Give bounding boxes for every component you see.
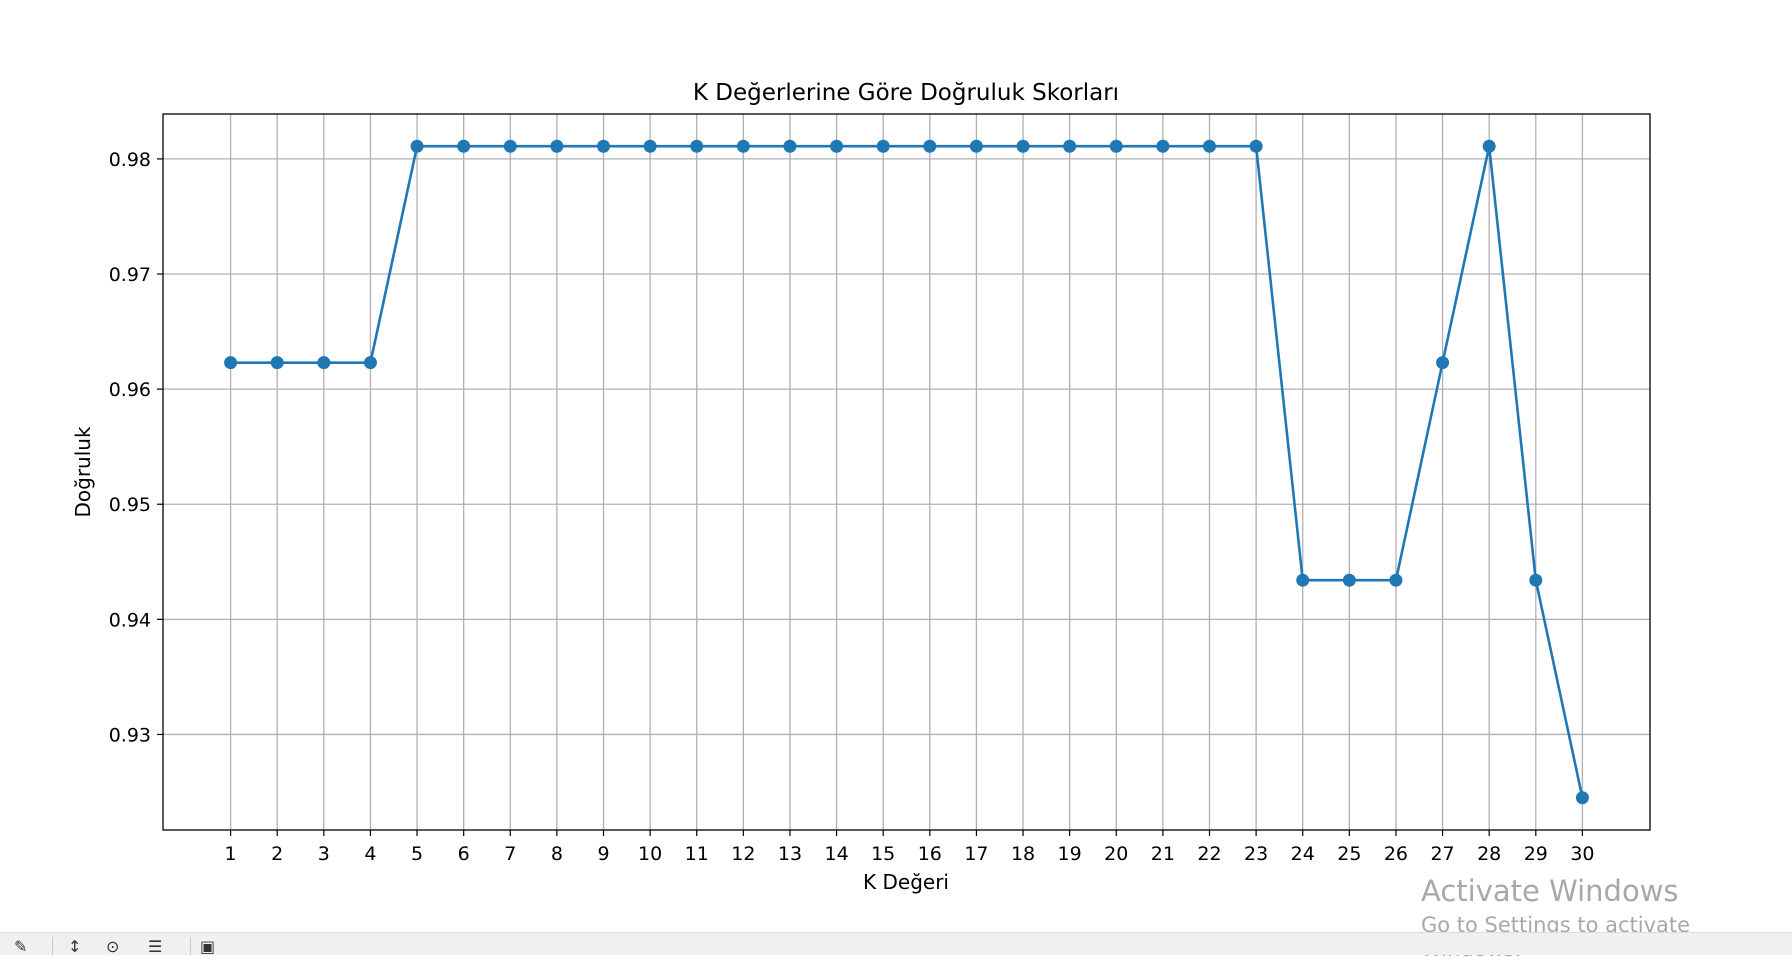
x-tick-label: 22	[1197, 843, 1221, 865]
chart-title: K Değerlerine Göre Doğruluk Skorları	[693, 80, 1119, 106]
subplots-icon[interactable]: ☰	[148, 939, 163, 955]
data-point	[876, 139, 890, 153]
data-point	[550, 139, 564, 153]
data-point	[1202, 139, 1216, 153]
data-point	[1109, 139, 1123, 153]
data-point	[1575, 791, 1589, 805]
data-point	[643, 139, 657, 153]
data-point	[690, 139, 704, 153]
data-point	[363, 356, 377, 370]
x-tick-label: 9	[597, 843, 609, 865]
data-point	[270, 356, 284, 370]
save-icon[interactable]: ▣	[200, 939, 216, 955]
y-tick-label: 0.96	[109, 379, 151, 401]
x-tick-label: 24	[1291, 843, 1315, 865]
x-tick-label: 27	[1430, 843, 1454, 865]
data-point	[1016, 139, 1030, 153]
data-point	[783, 139, 797, 153]
x-tick-label: 15	[871, 843, 895, 865]
data-point	[1389, 573, 1403, 587]
x-tick-label: 23	[1244, 843, 1268, 865]
x-tick-label: 29	[1524, 843, 1548, 865]
plot-frame	[162, 113, 1651, 831]
activate-windows-title: Activate Windows	[1421, 874, 1679, 908]
x-axis-label: K Değeri	[863, 870, 949, 894]
y-tick-label: 0.94	[109, 609, 151, 631]
data-point	[969, 139, 983, 153]
x-tick-label: 17	[964, 843, 988, 865]
x-tick-label: 16	[918, 843, 942, 865]
x-tick-label: 20	[1104, 843, 1128, 865]
toolbar-separator	[52, 937, 53, 955]
x-tick-label: 4	[364, 843, 376, 865]
data-point	[923, 139, 937, 153]
data-point	[224, 356, 238, 370]
x-tick-label: 8	[551, 843, 563, 865]
series-line	[230, 144, 1584, 799]
y-axis-label: Doğruluk	[71, 426, 95, 517]
data-point	[1156, 139, 1170, 153]
pan-icon[interactable]: ✎	[14, 939, 28, 955]
data-point	[1436, 356, 1450, 370]
x-tick-label: 14	[824, 843, 848, 865]
data-point	[457, 139, 471, 153]
zoom-icon[interactable]: ↕	[68, 939, 82, 955]
data-point	[736, 139, 750, 153]
data-point	[597, 139, 611, 153]
x-tick-label: 10	[638, 843, 662, 865]
data-point	[503, 139, 517, 153]
x-tick-label: 28	[1477, 843, 1501, 865]
x-tick-label: 3	[318, 843, 330, 865]
configure-icon[interactable]: ⊙	[106, 939, 120, 955]
x-tick-label: 5	[411, 843, 423, 865]
x-tick-label: 1	[225, 843, 237, 865]
y-tick-label: 0.95	[109, 494, 151, 516]
x-tick-label: 18	[1011, 843, 1035, 865]
data-point	[317, 356, 331, 370]
x-tick-label: 19	[1058, 843, 1082, 865]
y-tick-label: 0.93	[109, 724, 151, 746]
data-point	[1063, 139, 1077, 153]
x-tick-label: 12	[731, 843, 755, 865]
x-tick-label: 13	[778, 843, 802, 865]
data-point	[1529, 573, 1543, 587]
data-point	[410, 139, 424, 153]
toolbar-separator	[190, 937, 191, 955]
y-tick-label: 0.98	[109, 149, 151, 171]
x-tick-label: 26	[1384, 843, 1408, 865]
y-tick-label: 0.97	[109, 264, 151, 286]
plot-toolbar: ✎ ↕ ⊙ ☰ ▣	[0, 932, 1792, 955]
data-point	[1249, 139, 1263, 153]
x-tick-label: 6	[458, 843, 470, 865]
x-tick-label: 21	[1151, 843, 1175, 865]
x-tick-label: 25	[1337, 843, 1361, 865]
data-point	[1296, 573, 1310, 587]
data-point	[830, 139, 844, 153]
x-tick-label: 30	[1570, 843, 1594, 865]
x-tick-label: 7	[504, 843, 516, 865]
x-tick-label: 11	[685, 843, 709, 865]
x-tick-label: 2	[271, 843, 283, 865]
data-point	[1482, 139, 1496, 153]
data-point	[1342, 573, 1356, 587]
